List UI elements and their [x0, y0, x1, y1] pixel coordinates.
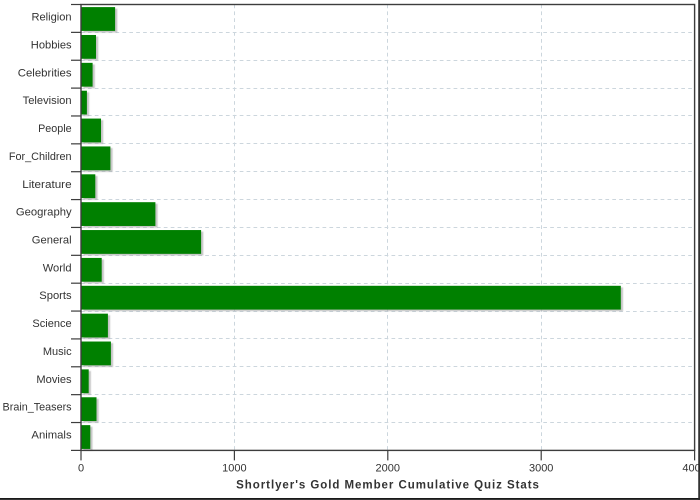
- svg-text:Shortlyer's Gold Member Cumula: Shortlyer's Gold Member Cumulative Quiz …: [236, 480, 540, 492]
- svg-text:Sports: Sports: [39, 290, 72, 302]
- svg-text:Hobbies: Hobbies: [31, 39, 72, 51]
- svg-text:4000: 4000: [682, 462, 700, 474]
- svg-text:World: World: [43, 262, 72, 274]
- svg-text:1000: 1000: [222, 462, 246, 474]
- svg-text:2000: 2000: [376, 462, 400, 474]
- svg-text:Music: Music: [43, 346, 72, 358]
- svg-text:Celebrities: Celebrities: [18, 67, 72, 79]
- svg-text:Religion: Religion: [32, 12, 72, 24]
- svg-text:Geography: Geography: [16, 207, 72, 219]
- svg-text:Movies: Movies: [36, 374, 72, 386]
- svg-text:Television: Television: [23, 95, 72, 107]
- svg-text:Literature: Literature: [22, 179, 71, 191]
- svg-text:For_Children: For_Children: [9, 151, 72, 163]
- svg-text:3000: 3000: [529, 462, 553, 474]
- svg-text:0: 0: [78, 462, 84, 474]
- svg-text:Brain_Teasers: Brain_Teasers: [3, 402, 73, 414]
- svg-text:General: General: [32, 234, 72, 246]
- svg-text:People: People: [38, 123, 71, 135]
- svg-text:Animals: Animals: [31, 430, 72, 442]
- svg-text:Science: Science: [32, 318, 71, 330]
